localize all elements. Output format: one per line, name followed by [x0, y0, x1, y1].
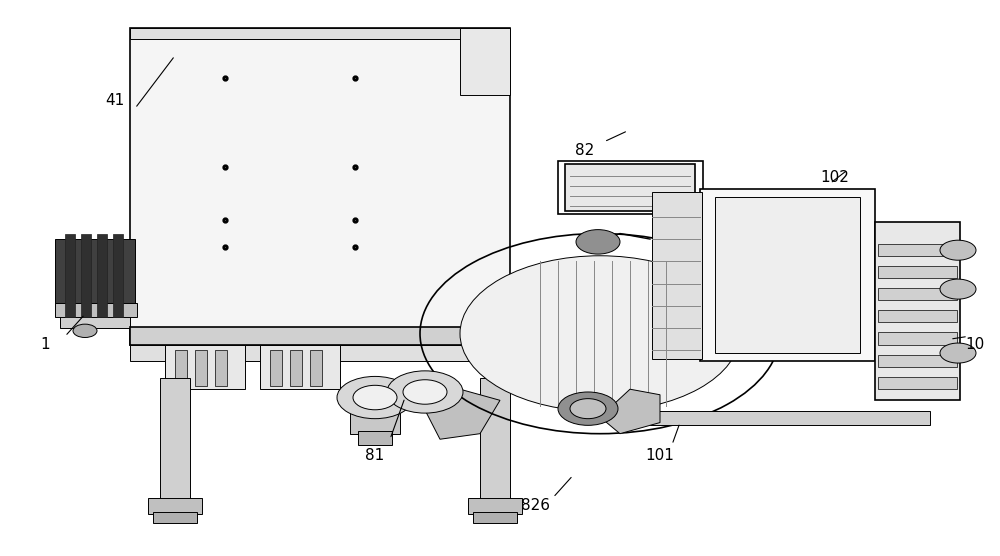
Polygon shape — [420, 389, 500, 439]
Bar — [130, 327, 650, 345]
Bar — [878, 288, 957, 300]
Circle shape — [353, 385, 397, 410]
Bar — [652, 192, 702, 359]
Text: 10: 10 — [965, 337, 985, 352]
Bar — [878, 355, 957, 367]
Text: 102: 102 — [821, 171, 849, 185]
Bar — [97, 234, 107, 317]
Text: 101: 101 — [646, 449, 674, 463]
Bar — [270, 350, 282, 386]
Circle shape — [337, 376, 413, 419]
Bar — [878, 310, 957, 322]
Bar — [55, 239, 135, 306]
Bar — [55, 303, 137, 317]
Bar — [165, 345, 245, 389]
Bar — [175, 350, 187, 386]
Bar — [878, 266, 957, 278]
Text: 81: 81 — [365, 449, 385, 463]
Bar — [81, 234, 91, 317]
Bar — [358, 431, 392, 445]
Bar — [875, 222, 960, 400]
Bar — [130, 345, 650, 361]
Bar — [60, 314, 130, 328]
Bar — [700, 189, 875, 361]
Circle shape — [576, 230, 620, 254]
Bar — [878, 332, 957, 345]
Bar — [215, 350, 227, 386]
Bar — [130, 28, 510, 345]
Bar — [878, 377, 957, 389]
Circle shape — [940, 343, 976, 363]
Bar — [260, 345, 340, 389]
Bar — [160, 378, 190, 500]
Bar — [195, 350, 207, 386]
Bar — [565, 164, 695, 211]
Circle shape — [403, 380, 447, 404]
Circle shape — [73, 324, 97, 337]
Bar — [130, 28, 510, 39]
Bar — [148, 498, 202, 514]
Bar — [290, 350, 302, 386]
Bar — [153, 512, 197, 523]
Bar — [480, 378, 510, 500]
Circle shape — [387, 371, 463, 413]
Bar — [650, 411, 930, 425]
Circle shape — [940, 279, 976, 299]
Bar — [113, 234, 123, 317]
Text: 82: 82 — [575, 143, 595, 157]
Circle shape — [570, 399, 606, 419]
Bar — [460, 28, 510, 95]
Bar — [310, 350, 322, 386]
Bar — [350, 398, 400, 434]
Bar — [715, 197, 860, 353]
Text: 1: 1 — [40, 337, 50, 352]
Bar — [558, 161, 703, 214]
Bar — [65, 234, 75, 317]
Circle shape — [460, 256, 740, 411]
Circle shape — [558, 392, 618, 425]
Bar — [468, 498, 522, 514]
Polygon shape — [600, 389, 660, 434]
Text: 826: 826 — [520, 499, 550, 513]
Bar — [878, 244, 957, 256]
Text: 41: 41 — [105, 93, 125, 107]
Bar — [473, 512, 517, 523]
Circle shape — [940, 240, 976, 260]
